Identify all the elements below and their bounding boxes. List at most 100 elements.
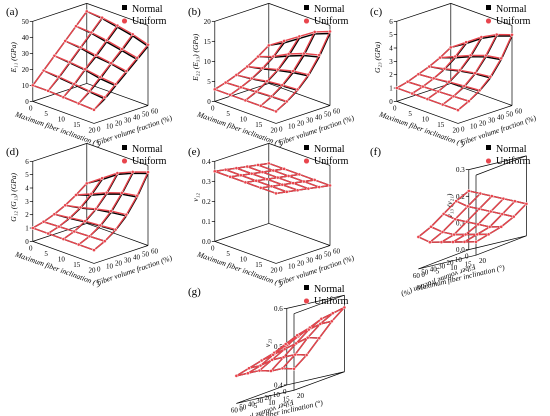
z-tick-label: 10 [22, 82, 30, 90]
normal-surface-row [457, 35, 513, 111]
uniform-point [271, 168, 276, 173]
uniform-point [476, 222, 481, 227]
y-tick-label: 0 [97, 125, 101, 133]
uniform-point [295, 188, 300, 193]
x-tick-label: 0 [29, 104, 33, 112]
uniform-point [305, 335, 310, 340]
z-tick-label: 5 [207, 78, 211, 86]
frame-edge [275, 245, 331, 264]
frame-edge [93, 245, 149, 264]
uniform-point [78, 205, 83, 210]
uniform-point [130, 32, 135, 37]
uniform-point [465, 204, 470, 209]
uniform-point [410, 91, 414, 96]
uniform-point [67, 60, 72, 64]
uniform-point [249, 171, 254, 176]
uniform-point [304, 353, 309, 357]
uniform-point [113, 227, 118, 232]
y-tick-label: 30 [488, 116, 496, 124]
uniform-point [274, 109, 278, 114]
y-tick-label: 60 [333, 248, 341, 256]
z-axis-label: ν₂₃ [263, 338, 272, 347]
y-tick-label: 50 [142, 110, 150, 118]
frame-edge [268, 83, 331, 106]
frame-edge [293, 371, 345, 391]
z-tick-label: 3 [389, 58, 393, 66]
uniform-point [427, 64, 432, 69]
uniform-point [329, 319, 334, 324]
uniform-point [281, 355, 286, 360]
z-tick-label: 5 [389, 31, 393, 39]
uniform-point [484, 53, 488, 58]
legend-uniform-marker [121, 157, 128, 165]
frame-edge [457, 105, 513, 124]
uniform-point [452, 232, 456, 237]
uniform-point [72, 82, 77, 86]
uniform-surface-row [275, 31, 331, 112]
z-tick-label: 0.4 [202, 158, 211, 166]
uniform-surface-row [32, 10, 88, 86]
z-tick-label: 30 [22, 50, 30, 58]
y-tick-label: 20 [297, 392, 305, 400]
uniform-surface-row [248, 353, 307, 369]
z-axis-label: E₁₁ (GPa) [9, 42, 18, 74]
panel-label: (d) [6, 146, 19, 158]
uniform-point [439, 240, 444, 244]
legend-normal-marker [486, 145, 491, 150]
uniform-point [280, 182, 285, 187]
x-tick-label: 5 [44, 110, 48, 118]
uniform-point [41, 219, 46, 224]
frame-edge [214, 3, 269, 22]
axis-x [214, 241, 277, 264]
uniform-point [247, 366, 251, 371]
x-tick-label: 30 [256, 397, 264, 405]
legend-uniform-label: Uniform [132, 156, 167, 167]
uniform-point [259, 358, 264, 363]
frame-edge [450, 3, 513, 26]
y-tick-label: 20 [297, 119, 305, 127]
x-tick-label: 20 [447, 259, 455, 267]
uniform-point [104, 190, 109, 195]
uniform-point [275, 67, 280, 72]
axis-y [286, 371, 345, 386]
legend-normal-label: Normal [496, 4, 527, 15]
uniform-point [306, 327, 311, 332]
frame-edge [268, 143, 331, 166]
normal-surface-row [236, 367, 295, 377]
frame-edge [475, 155, 527, 176]
y-tick-label: 5 [436, 268, 440, 276]
uniform-point [501, 196, 506, 201]
y-tick-label: 60 [151, 108, 159, 116]
axis-y [214, 223, 269, 242]
uniform-point [113, 82, 118, 87]
uniform-point [293, 352, 297, 357]
uniform-point [486, 232, 491, 237]
uniform-point [228, 93, 232, 97]
uniform-point [306, 186, 311, 191]
x-tick-label: 15 [255, 121, 263, 129]
uniform-point [109, 209, 113, 213]
y-tick-label: 50 [142, 250, 150, 258]
y-tick-label: 20 [479, 119, 487, 127]
x-tick-label: 15 [73, 261, 81, 269]
uniform-point [135, 193, 140, 198]
x-tick-label: 0 [283, 388, 287, 396]
y-tick-label: 10 [288, 262, 296, 270]
z-tick-label: 0.0 [456, 246, 465, 254]
uniform-point [104, 38, 109, 43]
y-tick-label: 40 [133, 113, 141, 121]
x-tick-label: 15 [255, 261, 263, 269]
z-axis-label: E₂₂ (E₃₃) (GPa) [191, 33, 200, 82]
legend-normal-marker [304, 5, 309, 10]
uniform-point [513, 199, 517, 204]
x-tick-label: 20 [271, 126, 279, 134]
uniform-point [254, 89, 259, 94]
x-tick-label: 20 [271, 266, 279, 274]
y-tick-label: 40 [315, 113, 323, 121]
x-tick-label: 20 [265, 394, 273, 402]
